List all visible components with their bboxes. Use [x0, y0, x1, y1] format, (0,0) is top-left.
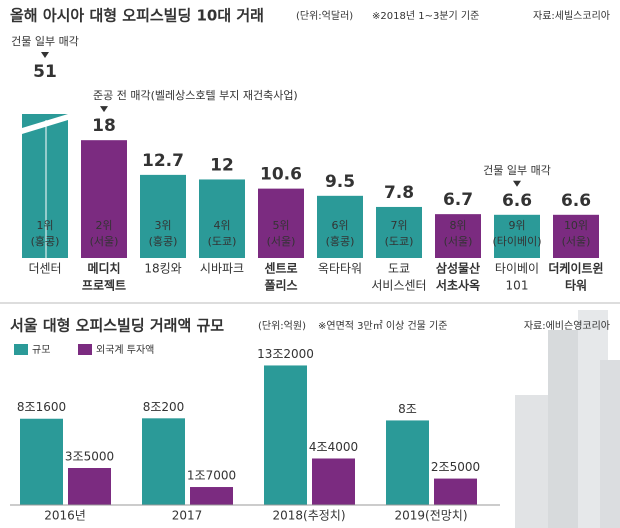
bar [199, 179, 245, 258]
value-label: 4조4000 [309, 440, 358, 454]
top-title: 올해 아시아 대형 오피스빌딩 10대 거래 [10, 7, 264, 25]
x-tick-label: 타이베이 [495, 262, 539, 276]
x-tick-label: 프로젝트 [82, 278, 126, 293]
bar [494, 214, 540, 258]
bottom-source: 자료:에비슨영코리아 [524, 320, 610, 332]
bar [22, 114, 68, 258]
x-tick-label: 삼성물산 [436, 261, 480, 276]
building-illustration [515, 310, 620, 528]
value-label: 10.6 [260, 165, 302, 185]
x-tick-label: 폴리스 [264, 278, 297, 293]
legend-swatch [14, 344, 28, 355]
bar-label: 4위 [213, 219, 230, 232]
bar-label: 1위 [36, 219, 53, 232]
bar [553, 214, 599, 258]
value-label: 12 [210, 155, 234, 175]
bar-label: (홍콩) [149, 234, 178, 248]
top-source: 자료:세빌스코리아 [533, 10, 610, 22]
x-tick-label: 2017 [172, 509, 203, 523]
value-label: 3조5000 [65, 450, 114, 464]
axis-break [22, 114, 68, 134]
bar-label: 2위 [95, 219, 112, 232]
annotation-arrow [100, 106, 108, 113]
legend-swatch [78, 344, 92, 355]
value-label: 1조7000 [187, 469, 236, 483]
x-tick-label: 101 [506, 279, 529, 293]
x-tick-label: 서비스센터 [371, 279, 426, 293]
top-unit: (단위:억달러) [296, 9, 353, 22]
bars [22, 114, 599, 258]
bar-label: 9위 [508, 219, 525, 232]
bar-label: (서울) [90, 235, 119, 248]
x-tick-label: 2016년 [44, 509, 86, 523]
bar [68, 468, 111, 505]
value-label: 51 [33, 62, 57, 82]
bottom-note: ※연면적 3만㎡ 이상 건물 기준 [318, 320, 447, 332]
value-label: 6.7 [443, 190, 473, 210]
bar [81, 140, 127, 258]
value-label: 18 [92, 116, 116, 136]
value-label: 8조1600 [17, 400, 66, 414]
bar-label: (도쿄) [208, 235, 237, 248]
legend-label: 외국계 투자액 [96, 344, 154, 356]
value-label: 8조200 [143, 400, 185, 414]
x-tick-label: 2019(전망치) [394, 509, 467, 523]
annotation: 건물 일부 매각 [11, 34, 79, 48]
bar [264, 365, 307, 505]
bar [317, 195, 363, 258]
bar [20, 418, 63, 505]
value-label: 12.7 [142, 151, 184, 171]
bar [140, 174, 186, 258]
x-tick-label: 옥타타워 [318, 262, 362, 276]
top-note: ※2018년 1~3분기 기준 [372, 10, 479, 22]
bar [435, 214, 481, 258]
value-label: 8조 [398, 402, 417, 416]
bar [258, 188, 304, 258]
bar [190, 487, 233, 505]
value-label: 6.6 [561, 191, 591, 211]
bar-label: 7위 [390, 219, 407, 232]
bar [386, 420, 429, 505]
annotation: 건물 일부 매각 [483, 163, 551, 177]
value-label: 13조2000 [257, 347, 314, 361]
x-tick-label: 도쿄 [388, 262, 410, 276]
x-tick-label: 더센터 [28, 262, 61, 276]
bar-label: 6위 [331, 219, 348, 232]
x-tick-label: 타워 [565, 278, 587, 293]
x-tick-label: 18킹와 [144, 262, 181, 276]
bar-label: (서울) [562, 235, 591, 248]
legend-label: 규모 [32, 345, 50, 356]
bar [376, 206, 422, 258]
annotation: 준공 전 매각(벨레상스호텔 부지 재건축사업) [93, 89, 298, 102]
bar [142, 418, 185, 505]
bar-label: (홍콩) [31, 234, 60, 248]
bar [434, 478, 477, 505]
annotation-arrow [513, 180, 521, 187]
bar-label: (타이베이) [492, 235, 541, 248]
x-tick-label: 서초사옥 [436, 278, 480, 293]
bar-label: 8위 [449, 219, 466, 232]
x-tick-label: 2018(추정치) [272, 509, 345, 523]
value-label: 6.6 [502, 191, 532, 211]
bottom-unit: (단위:억원) [258, 319, 306, 332]
bar-label: (홍콩) [326, 234, 355, 248]
value-label: 7.8 [384, 183, 414, 203]
x-tick-label: 시바파크 [200, 262, 244, 276]
bottom-title: 서울 대형 오피스빌딩 거래액 규모 [10, 317, 224, 335]
bar-label: 3위 [154, 219, 171, 232]
x-tick-label: 더케이트윈 [548, 261, 603, 276]
bar [312, 458, 355, 505]
x-tick-label: 센트로 [264, 261, 297, 276]
bar-label: (도쿄) [385, 235, 414, 248]
bar-label: 5위 [272, 219, 289, 232]
bar-label: (서울) [267, 235, 296, 248]
value-label: 2조5000 [431, 460, 480, 474]
bar-label: 10위 [564, 219, 588, 232]
x-tick-label: 메디치 [87, 261, 120, 276]
annotation-arrow [41, 52, 49, 58]
value-label: 9.5 [325, 172, 355, 192]
bar-label: (서울) [444, 235, 473, 248]
